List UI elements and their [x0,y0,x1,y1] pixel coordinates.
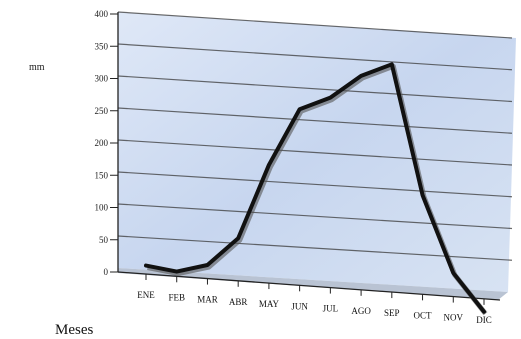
x-tick-label: NOV [444,313,464,323]
x-tick-label: MAY [259,299,280,309]
y-axis-title: mm [29,62,45,73]
y-tick-label: 0 [104,267,109,277]
gridline [117,107,513,134]
x-tick-label: ENE [137,290,155,300]
x-tick-label: OCT [414,310,433,320]
y-tick-label: 150 [95,170,109,180]
x-tick-label: MAR [197,295,218,305]
y-tick-label: 250 [95,106,109,116]
y-tick-label: 100 [95,203,109,213]
x-tick-label: FEB [168,292,185,302]
gridline [117,11,513,39]
gridline [117,139,513,166]
y-tick-label: 400 [95,9,109,19]
y-tick-label: 300 [95,74,109,84]
y-tick-label: 350 [95,41,109,51]
gridline [117,171,513,198]
x-tick-label: JUL [323,304,339,314]
x-tick-label: AGO [351,306,371,316]
x-tick-label: ABR [229,297,248,307]
series-line [144,62,486,314]
chart-floor [118,268,508,300]
gridline [117,203,513,230]
x-tick-label: DIC [476,315,492,325]
gridline [117,43,513,71]
x-tick-label: SEP [384,308,400,318]
gridline [117,75,513,103]
y-tick-label: 200 [95,138,109,148]
x-tick-label: JUN [291,301,308,311]
y-tick-label: 50 [99,235,109,245]
x-axis-title: Meses [55,322,94,338]
x-axis-line [117,271,501,301]
chart-back-wall [118,12,516,292]
